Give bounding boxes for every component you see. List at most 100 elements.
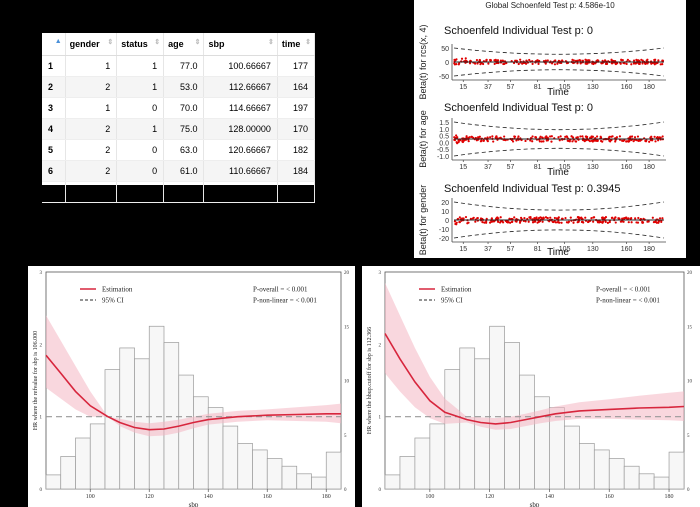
residual-point	[536, 59, 539, 62]
table-cell: 23	[277, 181, 316, 203]
y-tick-label: -10	[439, 227, 449, 234]
x-tick-label: 180	[643, 84, 655, 91]
legend-estimation-label: Estimation	[102, 286, 133, 294]
ci-lower-line	[453, 147, 665, 157]
histogram-bar	[325, 451, 342, 490]
sort-icon[interactable]: ⇕	[305, 39, 311, 46]
residual-point	[565, 62, 569, 65]
p-overall-text: P-overall = < 0.001	[596, 286, 651, 294]
sort-icon[interactable]: ⇕	[268, 39, 274, 46]
y-tick-label-right: 0	[344, 488, 347, 493]
y-tick-label-left: 2	[40, 343, 43, 348]
residual-point	[630, 217, 633, 220]
residual-point	[527, 220, 530, 223]
sort-icon[interactable]: ▲	[54, 38, 62, 45]
residual-point	[551, 220, 554, 224]
residual-point	[453, 136, 456, 139]
table-cell: 114.66667	[203, 97, 278, 119]
residual-point	[533, 217, 536, 220]
y-tick-label: 0.0	[439, 140, 449, 147]
table-cell: 0	[116, 97, 165, 119]
residual-point	[531, 140, 534, 143]
residual-point	[650, 139, 653, 142]
residual-point	[511, 140, 515, 143]
residual-point	[550, 140, 553, 143]
residual-point	[536, 221, 539, 224]
residual-point	[618, 217, 621, 220]
table-cell: 63.0	[163, 139, 205, 161]
residual-point	[640, 58, 643, 61]
residual-point	[461, 139, 465, 142]
histogram-bar	[578, 443, 595, 490]
residual-point	[478, 135, 481, 138]
x-tick-label: 180	[322, 494, 331, 500]
residual-point	[621, 217, 624, 220]
residual-point	[588, 140, 592, 143]
table-cell: 112.66667	[203, 76, 278, 98]
x-tick-label: 120	[145, 494, 154, 500]
residual-point	[493, 62, 496, 66]
residual-point	[657, 59, 660, 62]
residual-point	[599, 136, 603, 139]
residual-point	[534, 219, 537, 223]
x-tick-label: 57	[507, 246, 515, 253]
table-cell: 0	[116, 160, 165, 182]
histogram-bar	[668, 451, 685, 490]
residual-point	[628, 139, 631, 143]
residual-point	[528, 58, 531, 62]
column-header-age[interactable]: age ⇕	[163, 33, 205, 56]
residual-point	[566, 135, 569, 139]
residual-point	[587, 220, 590, 223]
y-tick-label-left: 0	[40, 488, 43, 493]
residual-point	[495, 135, 498, 138]
residual-point	[635, 58, 638, 61]
residual-point	[501, 219, 504, 223]
residual-point	[610, 135, 613, 138]
residual-point	[589, 136, 592, 139]
residual-point	[630, 221, 633, 224]
residual-point	[546, 59, 549, 62]
residual-point	[540, 216, 543, 219]
residual-point	[642, 217, 645, 220]
residual-point	[455, 62, 458, 66]
residual-point	[659, 63, 662, 66]
column-header-sbp[interactable]: sbp ⇕	[203, 33, 278, 56]
sort-icon[interactable]: ⇕	[194, 39, 201, 46]
x-tick-label: 37	[484, 246, 492, 253]
residual-point	[466, 222, 469, 225]
column-header-time[interactable]: time ⇕	[277, 33, 316, 56]
residual-point	[653, 59, 656, 63]
x-tick-label: 100	[425, 494, 434, 500]
residual-point	[542, 140, 545, 143]
residual-point	[453, 220, 457, 223]
sort-icon[interactable]: ⇕	[107, 39, 114, 46]
residual-point	[559, 135, 562, 138]
row-index-header[interactable]: ▲	[42, 33, 66, 56]
table-cell: 197	[277, 97, 316, 119]
column-header-status[interactable]: status ⇕	[116, 33, 165, 56]
table-cell: 2	[65, 139, 118, 161]
residual-point	[467, 140, 470, 143]
residual-point	[661, 135, 664, 138]
residual-point	[637, 139, 641, 142]
residual-point	[479, 140, 483, 143]
residual-point	[632, 59, 636, 62]
legend-ci-label: 95% CI	[441, 297, 463, 305]
residual-point	[600, 139, 603, 143]
residual-point	[627, 221, 630, 224]
histogram-bar	[384, 474, 401, 490]
residual-point	[564, 135, 567, 138]
residual-point	[481, 221, 484, 224]
y-tick-label: 1.0	[439, 127, 449, 134]
residual-point	[469, 217, 473, 220]
y-tick-label-right: 15	[344, 325, 350, 330]
residual-point	[513, 216, 516, 219]
y-tick-label-right: 15	[687, 325, 693, 330]
sort-icon[interactable]: ⇕	[154, 39, 161, 46]
y-tick-label-left: 2	[379, 343, 382, 348]
column-header-gender[interactable]: gender ⇕	[65, 33, 118, 56]
x-tick-label: 180	[643, 246, 655, 253]
residual-point	[595, 135, 599, 138]
table-cell: 2	[65, 118, 118, 140]
